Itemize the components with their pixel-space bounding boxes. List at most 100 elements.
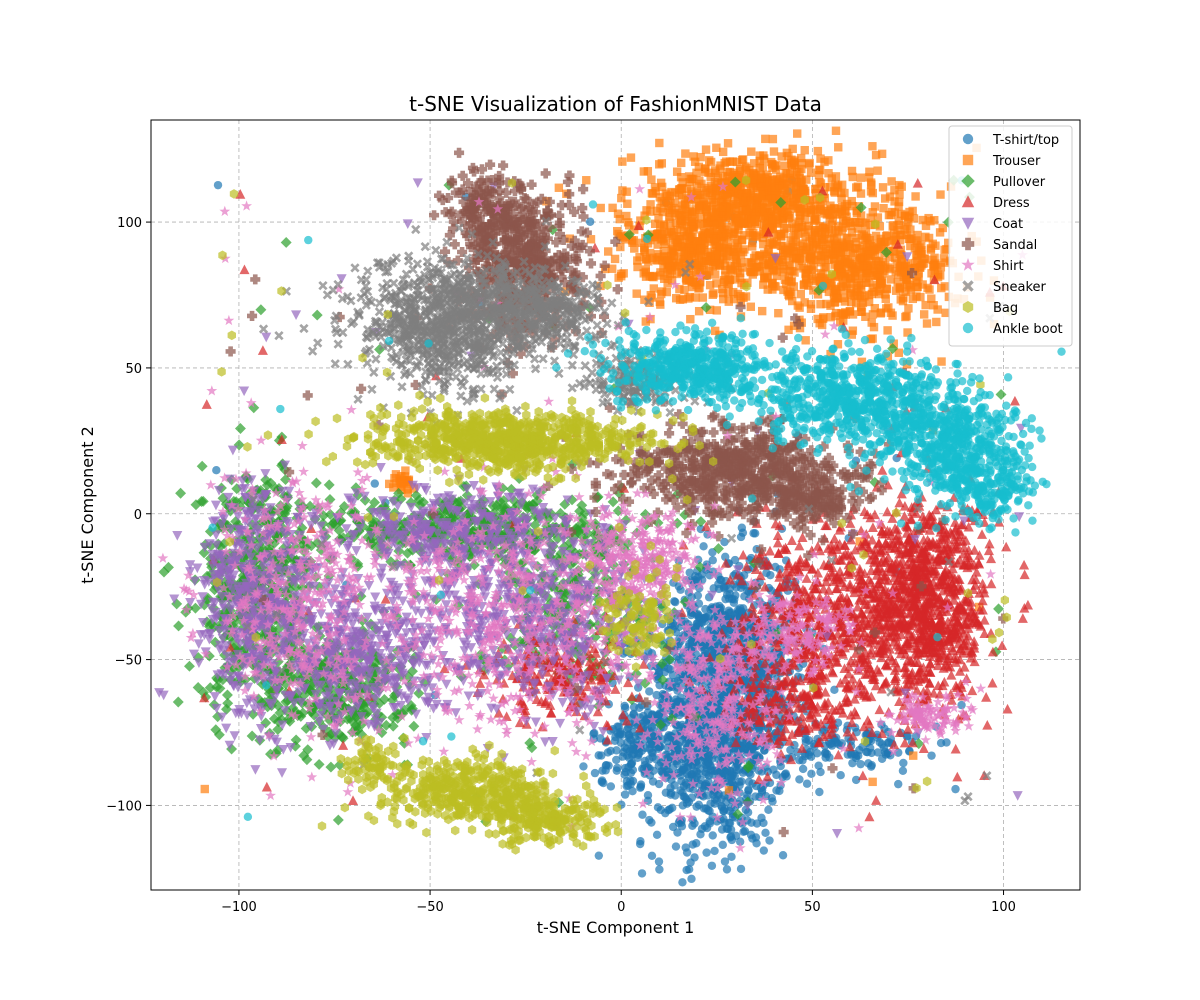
point-trouser [834, 143, 843, 152]
point-trouser [647, 175, 656, 184]
point-t-shirt-top [699, 542, 708, 551]
point-trouser [804, 160, 814, 169]
point-t-shirt-top [647, 851, 657, 860]
point-trouser [622, 187, 631, 196]
point-trouser [843, 242, 853, 252]
point-trouser [646, 200, 655, 209]
point-trouser [842, 233, 851, 243]
point-trouser [761, 134, 770, 144]
point-t-shirt-top [951, 784, 960, 794]
point-t-shirt-top [700, 613, 710, 622]
point-trouser [656, 268, 665, 277]
point-trouser [774, 308, 783, 318]
point-trouser [692, 280, 701, 290]
point-trouser [913, 230, 922, 240]
point-t-shirt-top [735, 777, 744, 787]
point-trouser [700, 245, 709, 255]
point-trouser [732, 157, 742, 167]
point-pullover [221, 689, 233, 701]
point-trouser [881, 237, 890, 247]
point-trouser [806, 168, 816, 177]
point-trouser [801, 336, 810, 345]
point-trouser [831, 126, 841, 135]
point-t-shirt-top [942, 738, 951, 747]
point-trouser [816, 205, 825, 215]
point-t-shirt-top [652, 690, 661, 700]
point-t-shirt-top [696, 830, 705, 839]
point-trouser [830, 233, 839, 243]
point-t-shirt-top [636, 782, 646, 791]
point-t-shirt-top [772, 786, 781, 795]
point-trouser [651, 186, 661, 196]
point-trouser [845, 273, 855, 282]
point-trouser [936, 190, 945, 199]
point-trouser [736, 250, 746, 260]
point-t-shirt-top [594, 851, 604, 860]
point-t-shirt-top [628, 786, 637, 796]
point-t-shirt-top [679, 781, 689, 791]
point-trouser [700, 183, 709, 193]
point-trouser [813, 146, 823, 156]
point-t-shirt-top [677, 818, 686, 827]
point-trouser [783, 189, 792, 198]
point-t-shirt-top [635, 839, 645, 849]
point-t-shirt-top [690, 853, 699, 862]
point-t-shirt-top [732, 765, 741, 775]
point-trouser [767, 194, 776, 203]
point-trouser [783, 210, 793, 220]
point-trouser [879, 204, 888, 213]
point-trouser [689, 152, 698, 161]
point-trouser [903, 259, 913, 268]
point-t-shirt-top [804, 736, 814, 745]
point-t-shirt-top [682, 865, 691, 875]
point-trouser [676, 172, 686, 182]
point-trouser [663, 252, 672, 261]
point-trouser [808, 255, 818, 265]
point-t-shirt-top [613, 763, 622, 773]
point-trouser [672, 225, 682, 235]
point-trouser [809, 263, 818, 272]
point-trouser [840, 297, 850, 306]
point-t-shirt-top [772, 770, 781, 780]
point-trouser [656, 300, 665, 309]
point-trouser [780, 161, 789, 170]
point-trouser [615, 214, 624, 224]
point-t-shirt-top [744, 785, 753, 795]
point-t-shirt-top [694, 572, 703, 582]
point-trouser [795, 303, 804, 312]
point-t-shirt-top [708, 548, 717, 557]
point-t-shirt-top [710, 846, 719, 856]
point-trouser [554, 183, 564, 192]
point-trouser [816, 300, 825, 309]
point-trouser [895, 190, 904, 199]
point-trouser [852, 183, 861, 192]
point-t-shirt-top [620, 701, 629, 711]
point-trouser [789, 247, 799, 256]
point-trouser [820, 157, 829, 167]
point-trouser [866, 178, 876, 187]
point-trouser [756, 179, 766, 188]
point-t-shirt-top [688, 821, 697, 830]
point-t-shirt-top [708, 831, 717, 840]
point-trouser [200, 784, 209, 794]
point-trouser [681, 149, 690, 158]
point-trouser [902, 222, 911, 231]
point-trouser [747, 147, 756, 156]
point-trouser [719, 275, 729, 285]
point-trouser [848, 172, 857, 182]
point-t-shirt-top [722, 865, 732, 874]
point-t-shirt-top [724, 818, 734, 828]
point-t-shirt-top [701, 779, 711, 789]
point-trouser [717, 232, 727, 241]
point-trouser [857, 230, 866, 239]
point-t-shirt-top [837, 739, 847, 748]
point-pullover [175, 487, 187, 499]
point-t-shirt-top [720, 584, 729, 593]
point-t-shirt-top [759, 818, 768, 828]
point-trouser [929, 261, 938, 270]
point-t-shirt-top [661, 808, 670, 818]
point-t-shirt-top [765, 836, 774, 845]
point-trouser [776, 229, 785, 239]
point-trouser [796, 289, 805, 299]
point-t-shirt-top [693, 618, 702, 628]
